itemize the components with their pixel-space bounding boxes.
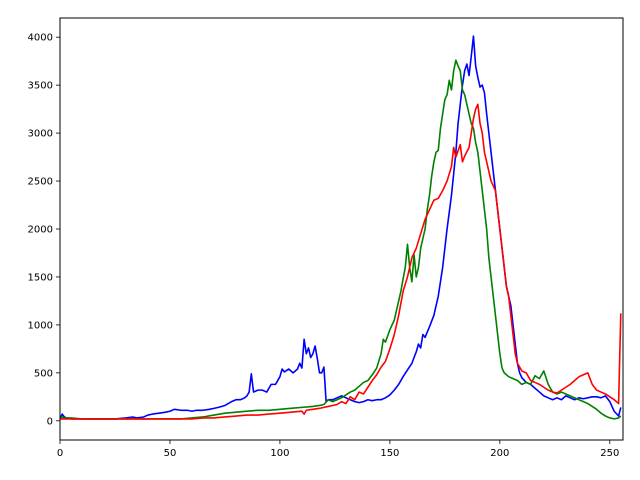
y-tick-label: 4000 (28, 33, 53, 44)
y-tick-label: 1500 (28, 272, 53, 283)
y-tick-label: 2500 (28, 177, 53, 188)
y-tick-label: 2000 (28, 225, 53, 236)
y-tick-label: 3500 (28, 81, 53, 92)
y-tick-label: 3000 (28, 129, 53, 140)
y-tick-label: 0 (47, 416, 53, 427)
plot-background (60, 18, 623, 440)
x-axis: 0 50 100 150 200 250 (57, 440, 619, 459)
y-axis: 0 500 1000 1500 2000 2500 3000 3500 4000 (28, 33, 60, 427)
x-tick-label: 150 (380, 448, 399, 459)
series-line-0 (59, 35, 622, 420)
x-tick-label: 100 (270, 448, 289, 459)
x-tick-label: 250 (600, 448, 619, 459)
x-tick-label: 50 (164, 448, 177, 459)
series-lines (59, 35, 622, 420)
y-tick-label: 1000 (28, 320, 53, 331)
x-tick-label: 200 (490, 448, 509, 459)
plot-area (59, 17, 624, 441)
y-tick-label: 500 (34, 368, 53, 379)
x-tick-label: 0 (57, 448, 63, 459)
series-line-2 (60, 103, 622, 420)
series-line-1 (59, 59, 622, 420)
